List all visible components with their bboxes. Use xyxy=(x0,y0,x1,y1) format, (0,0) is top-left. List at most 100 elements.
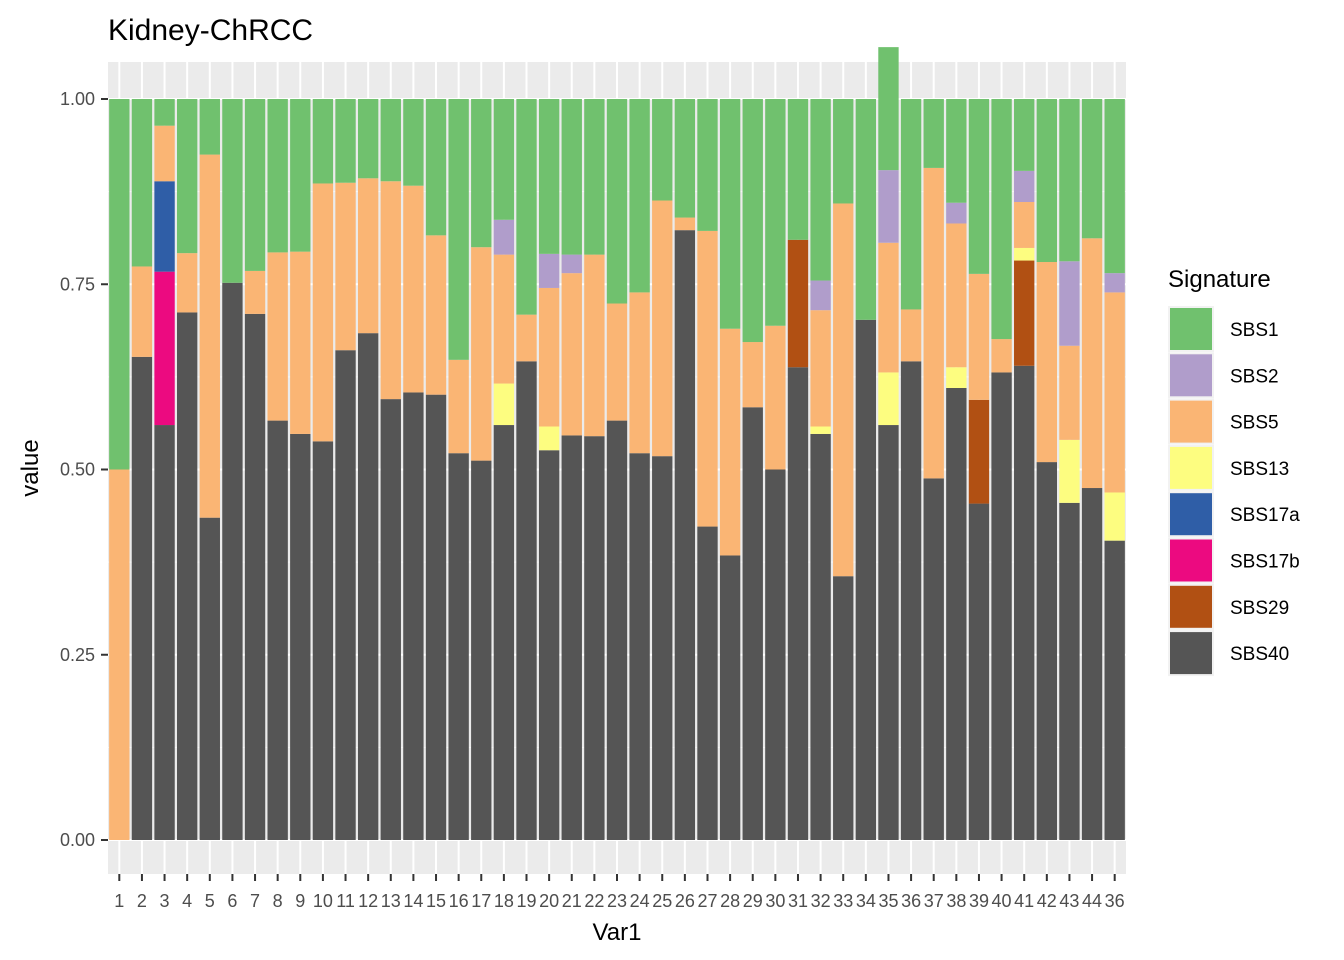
bar-segment-sbs1 xyxy=(380,99,401,182)
bar-segment-sbs2 xyxy=(1104,273,1125,293)
bar-segment-sbs1 xyxy=(290,99,311,252)
x-tick-label: 17 xyxy=(471,891,491,911)
legend-key-swatch xyxy=(1170,446,1212,489)
bar-segment-sbs1 xyxy=(425,99,447,236)
bar-segment-sbs40 xyxy=(290,433,311,840)
bar-segment-sbs1 xyxy=(312,99,334,184)
bar-segment-sbs40 xyxy=(991,372,1012,840)
bar-segment-sbs5 xyxy=(290,251,311,434)
x-tick-label: 5 xyxy=(205,891,215,911)
bar-segment-sbs1 xyxy=(878,47,899,171)
bar-segment-sbs40 xyxy=(425,394,447,840)
bar-segment-sbs2 xyxy=(538,253,560,288)
bar-segment-sbs40 xyxy=(448,453,469,840)
bar-segment-sbs5 xyxy=(561,273,582,436)
bar-segment-sbs5 xyxy=(335,182,356,351)
bar-segment-sbs5 xyxy=(1036,262,1058,463)
bar-segment-sbs5 xyxy=(1081,238,1103,489)
x-tick-label: 21 xyxy=(562,891,582,911)
bar-segment-sbs5 xyxy=(1059,345,1080,440)
bar-segment-sbs1 xyxy=(561,99,582,255)
bar-segment-sbs1 xyxy=(176,99,198,254)
bar-segment-sbs40 xyxy=(652,456,673,840)
x-tick-label: 15 xyxy=(426,891,446,911)
bar-segment-sbs1 xyxy=(222,99,243,283)
bar-segment-sbs5 xyxy=(516,314,537,362)
bar-segment-sbs1 xyxy=(1059,99,1080,262)
bar-segment-sbs1 xyxy=(403,99,424,186)
x-tick-label: 38 xyxy=(946,891,966,911)
x-axis-ticks: 1 2 3 4 5 6 7 8 9 10 11 12 13 14 15 16 17 18 19 20 21 22 23 24 2… xyxy=(114,874,1125,911)
x-tick-label: 12 xyxy=(358,891,378,911)
legend-key-swatch xyxy=(1170,632,1212,675)
bar-segment-sbs1 xyxy=(900,99,922,310)
bar-segment-sbs1 xyxy=(335,99,356,183)
bar-segment-sbs40 xyxy=(968,503,990,840)
x-tick-label: 6 xyxy=(227,891,237,911)
bar-segment-sbs5 xyxy=(719,328,741,556)
x-tick-label: 40 xyxy=(992,891,1012,911)
bar-segment-sbs5 xyxy=(1014,201,1035,248)
bar-segment-sbs1 xyxy=(1014,99,1035,171)
x-tick-label: 7 xyxy=(250,891,260,911)
legend-label: SBS5 xyxy=(1230,413,1279,434)
bar-segment-sbs5 xyxy=(765,325,786,470)
bar-segment-sbs40 xyxy=(833,576,854,840)
bar-segment-sbs5 xyxy=(584,254,605,437)
legend-item-sbs17a: SBS17a xyxy=(1168,491,1300,538)
bar-segment-sbs40 xyxy=(1059,502,1080,840)
bar-segment-sbs5 xyxy=(878,242,899,373)
bar-segment-sbs5 xyxy=(154,125,175,182)
bar-segment-sbs40 xyxy=(335,350,356,840)
x-tick-label: 3 xyxy=(160,891,170,911)
bar-segment-sbs1 xyxy=(765,99,786,326)
bar-segment-sbs5 xyxy=(403,185,424,393)
bar-segment-sbs1 xyxy=(652,99,673,201)
bar-segment-sbs1 xyxy=(629,99,650,293)
bar-segment-sbs13 xyxy=(878,372,899,426)
x-tick-label: 37 xyxy=(924,891,944,911)
bar-segment-sbs13 xyxy=(1104,492,1125,541)
legend-key-swatch xyxy=(1170,585,1212,628)
bar-segment-sbs40 xyxy=(787,367,809,840)
bar-segment-sbs2 xyxy=(493,219,515,255)
x-tick-label: 43 xyxy=(1059,891,1079,911)
bar-segment-sbs2 xyxy=(878,170,899,243)
bar-segment-sbs1 xyxy=(787,99,809,240)
x-tick-label: 35 xyxy=(878,891,898,911)
bar-segment-sbs5 xyxy=(380,181,401,400)
bar-segment-sbs5 xyxy=(448,359,469,454)
bar-segment-sbs1 xyxy=(923,99,944,168)
bar-segment-sbs1 xyxy=(448,99,469,360)
bar-segment-sbs40 xyxy=(176,312,198,841)
bar-segment-sbs5 xyxy=(131,266,153,357)
x-tick-label: 27 xyxy=(697,891,717,911)
y-tick-label: 1.00 xyxy=(60,89,95,109)
legend-label: SBS17a xyxy=(1230,505,1300,526)
x-tick-label: 2 xyxy=(137,891,147,911)
x-tick-label: 34 xyxy=(856,891,876,911)
x-tick-label: 4 xyxy=(182,891,192,911)
bar-segment-sbs5 xyxy=(606,303,628,421)
x-tick-label: 25 xyxy=(652,891,672,911)
bar-segment-sbs5 xyxy=(471,247,492,461)
x-tick-label: 31 xyxy=(788,891,808,911)
bar-segment-sbs17a xyxy=(154,181,175,272)
bar-segment-sbs1 xyxy=(584,99,605,255)
bar-segment-sbs2 xyxy=(946,202,967,224)
bar-segment-sbs1 xyxy=(606,99,628,304)
bar-segment-sbs40 xyxy=(312,441,334,840)
bar-segment-sbs1 xyxy=(697,99,718,231)
bar-segment-sbs5 xyxy=(991,339,1012,373)
bar-segment-sbs1 xyxy=(719,99,741,329)
bar-segment-sbs1 xyxy=(1036,99,1058,263)
x-tick-label: 16 xyxy=(449,891,469,911)
bar-segment-sbs13 xyxy=(538,426,560,451)
legend-item-sbs5: SBS5 xyxy=(1168,398,1279,445)
bar-segment-sbs5 xyxy=(629,292,650,454)
x-tick-label: 36 xyxy=(1105,891,1125,911)
bar-segment-sbs13 xyxy=(493,383,515,426)
bar-segment-sbs29 xyxy=(787,239,809,368)
chart-title: Kidney-ChRCC xyxy=(108,14,313,47)
legend-label: SBS2 xyxy=(1230,366,1279,387)
